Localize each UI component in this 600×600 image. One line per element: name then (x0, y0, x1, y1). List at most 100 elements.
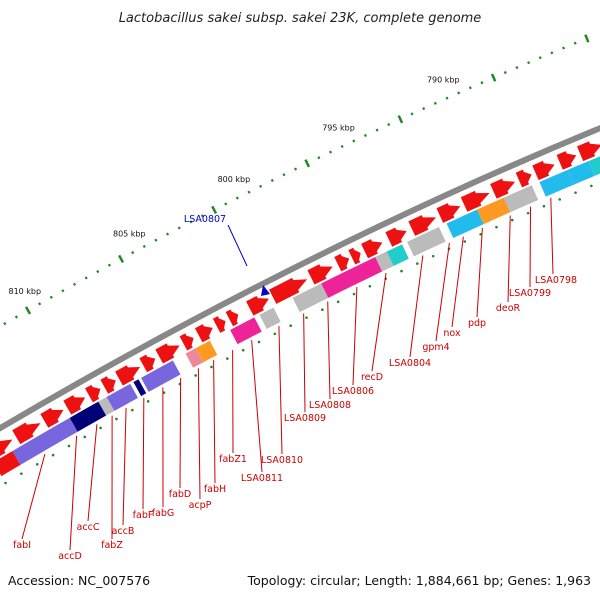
cds-arrow (100, 376, 116, 394)
cog-segment (98, 396, 115, 416)
gene-label: LSA0804 (389, 358, 431, 369)
highlight-label[interactable]: LSA0807 (184, 214, 226, 225)
minor-tick (468, 86, 472, 90)
major-tick (118, 254, 125, 264)
leader-line (327, 301, 331, 400)
inner-tick (194, 374, 197, 377)
gene-label: nox (443, 328, 461, 339)
cds-arrow (246, 295, 269, 316)
cog-segment (588, 156, 600, 176)
cds-arrow (408, 215, 436, 236)
cog-segment (386, 244, 409, 266)
outer-ruler (3, 34, 590, 326)
minor-tick (352, 139, 356, 143)
cds-arrow (556, 151, 577, 170)
minor-tick (49, 295, 53, 299)
leader-line (529, 206, 532, 288)
map-title: Lactobacillus sakei subsp. sakei 23K, co… (119, 11, 482, 26)
gene-label: LSA0811 (241, 473, 283, 484)
minor-tick (538, 56, 542, 60)
leader-line (409, 255, 424, 358)
cds-arrow (334, 253, 350, 272)
leader-line (251, 340, 263, 473)
leader-line (278, 326, 283, 455)
gene-label: fabZ1 (219, 454, 247, 465)
gene-label: fabF (133, 510, 154, 521)
leader-line (303, 313, 306, 413)
cds-arrow (532, 160, 555, 181)
minor-tick (317, 156, 321, 160)
cds-arrow (85, 384, 101, 403)
genome-summary-text: Topology: circular; Length: 1,884,661 bp… (247, 573, 591, 588)
cog-segment (503, 185, 539, 213)
inner-tick (463, 240, 467, 243)
minor-tick (340, 144, 344, 149)
leader-line (213, 360, 216, 484)
gene-label: accD (58, 551, 82, 562)
cds-arrow (115, 365, 141, 386)
backbone-circle (0, 124, 600, 432)
gene-label: LSA0806 (332, 386, 374, 397)
leader-line (507, 215, 511, 303)
gene-label: acpP (189, 500, 212, 511)
highlight-leader (227, 224, 248, 267)
minor-tick (131, 251, 135, 255)
inner-tick (257, 340, 261, 344)
tick-label: 790 kbp (427, 75, 460, 84)
cds-arrow (490, 178, 516, 199)
major-tick (211, 205, 218, 215)
inner-tick (131, 408, 134, 412)
inner-tick (83, 435, 87, 439)
major-tick (490, 73, 497, 82)
cog-segment (446, 209, 484, 239)
inner-tick (431, 254, 435, 258)
cds-arrow (577, 141, 600, 162)
gene-label: fabD (169, 489, 192, 500)
major-tick (304, 159, 311, 168)
minor-tick (38, 302, 42, 306)
cog-segment (477, 197, 511, 225)
highlight-arrow-icon[interactable] (261, 285, 270, 296)
cds-arrow (212, 316, 226, 333)
cog-segment (141, 360, 181, 392)
highlighted-gene[interactable]: LSA0807 (184, 214, 270, 296)
cog-segment (0, 451, 21, 477)
cog-segment (69, 401, 107, 432)
gene-label: fabG (152, 508, 175, 519)
cds-arrow (460, 190, 490, 212)
minor-tick (96, 269, 100, 274)
leader-line (352, 287, 358, 386)
cds-arrow (179, 333, 194, 351)
inner-tick (400, 269, 403, 273)
cog-segment (133, 379, 147, 397)
minor-tick (387, 123, 391, 127)
minor-tick (375, 128, 379, 132)
inner-tick (35, 463, 39, 466)
minor-tick (527, 61, 531, 65)
inner-tick (416, 262, 419, 265)
minor-tick (270, 178, 274, 183)
leader-line (435, 243, 450, 342)
inner-tick (289, 324, 292, 328)
minor-tick (166, 232, 170, 236)
minor-tick (259, 184, 263, 188)
cds-arrow (348, 247, 361, 265)
gene-label: LSA0799 (509, 288, 551, 299)
cds-arrow (40, 407, 64, 428)
minor-tick (282, 173, 286, 177)
minor-tick (457, 91, 461, 95)
inner-tick (273, 332, 277, 336)
cds-arrow (269, 277, 308, 304)
minor-tick (84, 276, 88, 280)
cds-track (0, 141, 600, 457)
minor-tick (422, 107, 426, 111)
cds-arrow (307, 264, 333, 285)
cog-segment (106, 383, 138, 411)
minor-tick (515, 66, 519, 70)
gene-label: accC (77, 522, 100, 533)
cog-segment (539, 169, 574, 197)
minor-tick (72, 282, 77, 286)
cds-arrow (436, 203, 461, 223)
major-tick (397, 115, 404, 124)
